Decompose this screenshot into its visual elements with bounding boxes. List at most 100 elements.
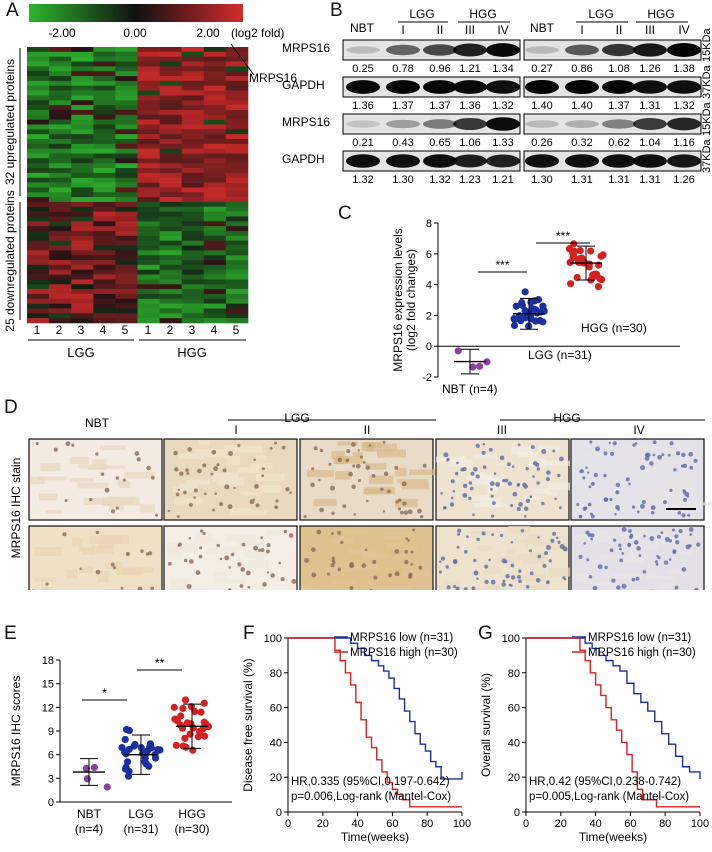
heatmap-cell bbox=[49, 158, 72, 164]
ihc-tissue-patch bbox=[92, 545, 114, 554]
heatmap-cell bbox=[225, 264, 249, 271]
ihc-nucleus bbox=[589, 440, 593, 444]
ihc-nucleus bbox=[174, 467, 179, 472]
ihc-nucleus bbox=[502, 579, 506, 583]
heatmap-cell bbox=[225, 56, 249, 62]
heatmap-cell bbox=[159, 284, 182, 290]
heatmap-cell bbox=[137, 264, 160, 271]
ihc-nucleus bbox=[283, 529, 288, 534]
heatmap-cell bbox=[137, 76, 160, 82]
ihc-tissue-patch bbox=[265, 530, 294, 536]
heatmap-cell bbox=[137, 119, 160, 125]
ihc-tissue-patch bbox=[628, 530, 641, 538]
ihc-nucleus bbox=[227, 588, 232, 590]
heatmap-cell bbox=[27, 293, 50, 300]
data-point bbox=[179, 704, 187, 713]
heatmap-cell bbox=[181, 284, 205, 290]
ihc-tissue-patch bbox=[665, 478, 696, 483]
heatmap-cell bbox=[71, 95, 94, 101]
ihc-tissue-patch bbox=[69, 478, 94, 483]
heatmap-cell bbox=[93, 71, 116, 77]
ihc-tissue-patch bbox=[168, 550, 184, 560]
heatmap-cell bbox=[93, 90, 116, 96]
heatmap-cell bbox=[181, 269, 205, 275]
heatmap-cell bbox=[115, 235, 138, 241]
data-point bbox=[103, 783, 111, 791]
heatmap-cell bbox=[203, 235, 227, 241]
ihc-nucleus bbox=[471, 586, 476, 590]
data-point bbox=[512, 302, 520, 310]
heatmap-cell bbox=[49, 119, 72, 125]
ihc-nucleus bbox=[635, 576, 640, 581]
blot-value: 0.21 bbox=[352, 137, 373, 149]
heatmap-cell bbox=[137, 168, 160, 174]
ihc-nucleus bbox=[649, 536, 655, 541]
blot-band bbox=[602, 80, 636, 94]
heatmap-cell bbox=[115, 114, 138, 120]
heatmap-cell bbox=[181, 182, 205, 188]
heatmap-cell bbox=[49, 318, 72, 324]
heatmap-cell bbox=[93, 61, 116, 67]
scale-tick-high: 2.00 bbox=[196, 26, 220, 40]
heatmap-cell bbox=[203, 318, 227, 324]
ihc-nucleus bbox=[529, 549, 533, 553]
heatmap-cell bbox=[181, 163, 205, 169]
ihc-nucleus bbox=[404, 549, 409, 554]
blot-value: 1.31 bbox=[639, 100, 660, 112]
heatmap-cell bbox=[71, 279, 94, 285]
heatmap-cell bbox=[203, 308, 227, 314]
blot-kda-label: 37KDa bbox=[701, 64, 712, 99]
ihc-nucleus bbox=[586, 471, 590, 474]
ihc-nucleus bbox=[585, 466, 588, 469]
blot-value: 1.32 bbox=[673, 100, 694, 112]
heatmap-cell bbox=[137, 279, 160, 285]
ihc-tissue-patch bbox=[368, 475, 394, 485]
ihc-nucleus bbox=[410, 562, 414, 566]
x-tick-label: 40 bbox=[351, 818, 363, 830]
data-point bbox=[82, 764, 90, 773]
ihc-nucleus bbox=[62, 532, 67, 537]
ihc-nucleus bbox=[669, 441, 674, 446]
heatmap-cell bbox=[159, 148, 182, 154]
heatmap-cell bbox=[49, 289, 72, 295]
blot-kda-label: 15KDa bbox=[701, 27, 712, 62]
heatmap-cell bbox=[49, 71, 72, 77]
heatmap-cell bbox=[115, 61, 138, 67]
blot-value: 0.26 bbox=[531, 137, 552, 149]
blot-value: 0.86 bbox=[571, 63, 592, 75]
ihc-tissue-patch bbox=[256, 558, 269, 568]
ihc-tissue-patch bbox=[77, 464, 108, 469]
blot-value: 1.32 bbox=[352, 174, 373, 186]
heatmap-cell bbox=[181, 264, 205, 271]
ihc-tissue-patch bbox=[214, 579, 246, 584]
ihc-nucleus bbox=[583, 506, 588, 510]
ihc-nucleus bbox=[488, 558, 491, 562]
heatmap-cell bbox=[159, 47, 182, 53]
ihc-nucleus bbox=[517, 574, 521, 579]
data-point bbox=[517, 317, 525, 325]
heatmap-cell bbox=[27, 51, 50, 57]
heatmap-cell bbox=[71, 153, 94, 159]
header-grade-iv-left: IV bbox=[497, 23, 508, 37]
blot-band bbox=[486, 43, 520, 57]
heatmap-cell bbox=[93, 56, 116, 62]
heatmap-cell bbox=[93, 143, 116, 149]
heatmap-cell bbox=[137, 250, 160, 256]
heatmap-cell bbox=[203, 274, 227, 280]
y-tick-label: 0 bbox=[426, 341, 432, 353]
heatmap-cell bbox=[27, 168, 50, 174]
blot-value: 1.32 bbox=[492, 100, 513, 112]
header-lgg-right: LGG bbox=[588, 7, 613, 21]
heatmap-cell bbox=[159, 293, 182, 300]
ihc-nucleus bbox=[590, 537, 593, 541]
ihc-nucleus bbox=[71, 443, 75, 447]
ihc-nucleus bbox=[673, 468, 677, 472]
blot-value: 1.23 bbox=[459, 174, 480, 186]
heatmap-cell bbox=[27, 216, 50, 222]
ihc-nucleus bbox=[394, 465, 399, 470]
ihc-tissue-patch bbox=[186, 479, 211, 485]
data-point bbox=[187, 703, 196, 711]
heatmap-cell bbox=[159, 76, 182, 82]
ihc-header-grade-iii: III bbox=[497, 423, 507, 437]
heatmap-cell bbox=[181, 308, 205, 314]
